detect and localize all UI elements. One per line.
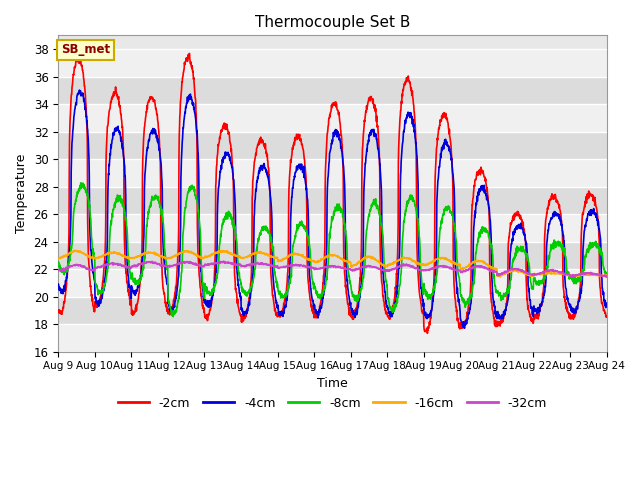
Line: -16cm: -16cm	[58, 250, 607, 277]
-32cm	[321, 264, 329, 270]
-16cm	[83, 252, 90, 258]
-4cm	[321, 272, 329, 278]
Bar	[58, 214, 607, 241]
Bar	[58, 132, 607, 159]
-2cm	[486, 291, 494, 297]
-4cm	[461, 325, 468, 331]
-32cm	[603, 273, 611, 278]
-2cm	[603, 314, 611, 320]
Bar	[58, 49, 607, 77]
-16cm	[588, 272, 595, 277]
Text: SB_met: SB_met	[61, 43, 110, 56]
-32cm	[307, 264, 314, 270]
Legend: -2cm, -4cm, -8cm, -16cm, -32cm: -2cm, -4cm, -8cm, -16cm, -32cm	[113, 392, 552, 415]
-8cm	[321, 283, 329, 289]
-32cm	[83, 265, 90, 271]
-16cm	[72, 247, 79, 253]
-8cm	[83, 188, 90, 194]
-8cm	[588, 245, 595, 251]
-8cm	[486, 241, 494, 247]
-8cm	[587, 242, 595, 248]
-16cm	[587, 272, 595, 278]
-8cm	[307, 265, 315, 271]
-32cm	[486, 268, 494, 274]
Line: -4cm: -4cm	[58, 90, 607, 328]
-2cm	[587, 192, 595, 197]
-2cm	[54, 307, 62, 313]
-2cm	[321, 188, 329, 193]
-4cm	[603, 302, 611, 308]
Bar	[58, 324, 607, 351]
-8cm	[603, 274, 611, 280]
Bar	[58, 159, 607, 187]
-16cm	[603, 272, 611, 278]
-32cm	[602, 274, 609, 280]
-16cm	[486, 264, 494, 270]
-16cm	[496, 274, 504, 280]
-2cm	[307, 298, 314, 303]
Bar	[58, 77, 607, 104]
Line: -2cm: -2cm	[58, 53, 607, 333]
-4cm	[76, 87, 83, 93]
Bar	[58, 241, 607, 269]
-16cm	[321, 254, 329, 260]
-4cm	[486, 223, 494, 228]
-32cm	[54, 267, 62, 273]
-2cm	[186, 50, 193, 56]
-32cm	[220, 258, 227, 264]
-4cm	[588, 213, 595, 218]
Line: -32cm: -32cm	[58, 261, 607, 277]
-16cm	[307, 257, 314, 263]
-2cm	[588, 193, 595, 199]
-2cm	[424, 330, 431, 336]
-4cm	[587, 210, 595, 216]
Bar	[58, 187, 607, 214]
Bar	[58, 269, 607, 297]
X-axis label: Time: Time	[317, 377, 348, 390]
-4cm	[54, 281, 62, 287]
Bar	[58, 104, 607, 132]
Title: Thermocouple Set B: Thermocouple Set B	[255, 15, 410, 30]
-8cm	[54, 259, 62, 265]
-4cm	[307, 286, 314, 292]
-32cm	[587, 270, 595, 276]
-8cm	[170, 314, 177, 320]
-2cm	[83, 108, 90, 113]
Line: -8cm: -8cm	[58, 183, 607, 317]
-32cm	[587, 270, 595, 276]
-16cm	[54, 256, 62, 262]
-4cm	[83, 113, 90, 119]
Bar	[58, 297, 607, 324]
-8cm	[77, 180, 84, 186]
Y-axis label: Temperature: Temperature	[15, 154, 28, 233]
